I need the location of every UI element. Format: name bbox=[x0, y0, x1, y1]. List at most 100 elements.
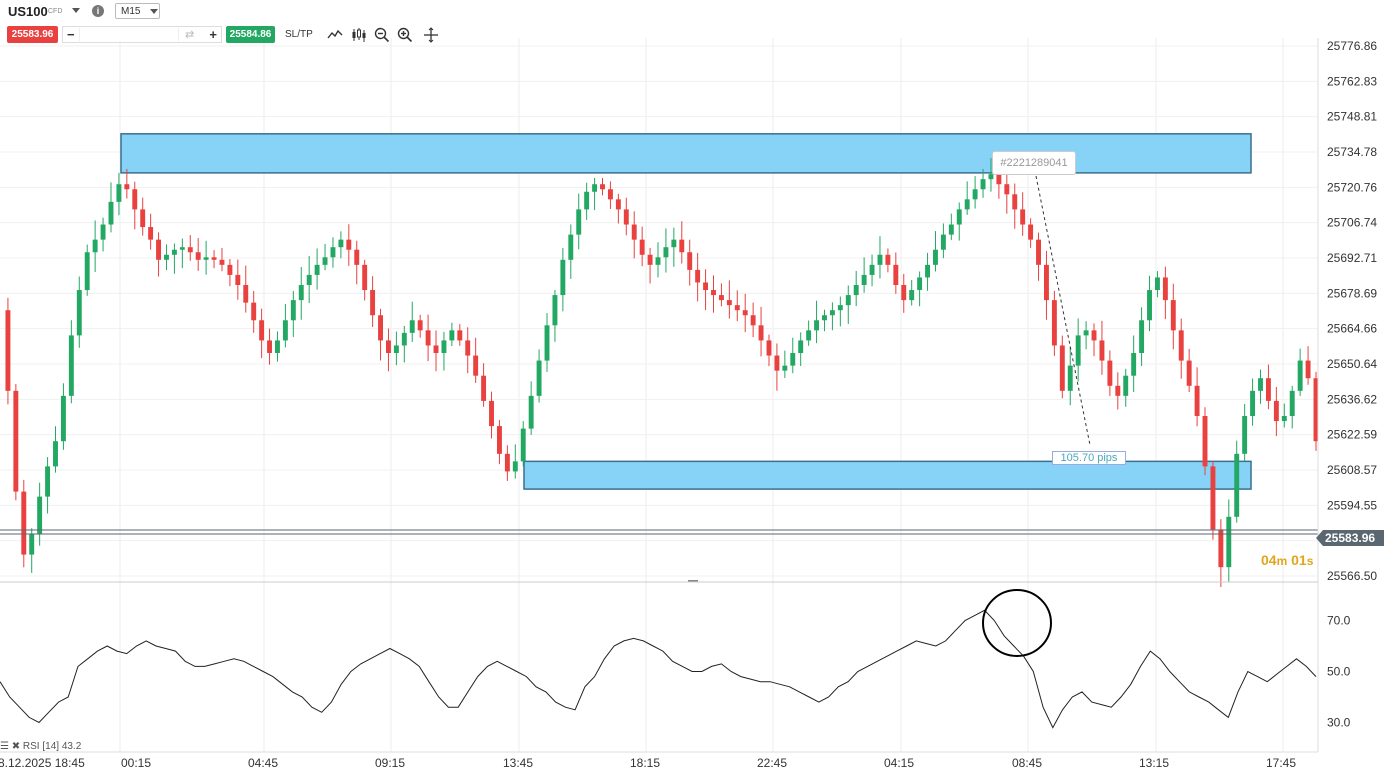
swap-icon[interactable]: ⇄ bbox=[185, 29, 195, 41]
candle-body bbox=[837, 305, 843, 311]
candle bbox=[1012, 183, 1018, 229]
candle-body bbox=[544, 325, 550, 361]
candle bbox=[187, 235, 193, 261]
candle-body bbox=[481, 375, 487, 401]
sltp-button[interactable]: SL/TP bbox=[285, 29, 313, 40]
candle bbox=[1186, 348, 1192, 393]
rsi-indicator-label[interactable]: ☰ ✖ RSI [14] 43.2 bbox=[0, 741, 82, 752]
candle-body bbox=[972, 189, 978, 200]
symbol-dropdown-icon[interactable] bbox=[72, 8, 80, 13]
candle bbox=[536, 349, 542, 403]
candle bbox=[623, 197, 629, 236]
candle bbox=[861, 257, 867, 293]
candle bbox=[988, 158, 994, 192]
candle bbox=[5, 297, 11, 405]
candle bbox=[512, 444, 518, 479]
candle-body bbox=[473, 355, 479, 376]
candle-body bbox=[925, 264, 930, 278]
time-axis-label: 13:45 bbox=[503, 756, 533, 770]
candle-body bbox=[1305, 360, 1311, 379]
symbol-name[interactable]: US100 bbox=[8, 4, 48, 19]
candle bbox=[100, 217, 106, 252]
candle-body bbox=[671, 239, 677, 248]
buy-button[interactable]: 25584.86 bbox=[226, 26, 275, 43]
time-axis-label: 13:15 bbox=[1139, 756, 1169, 770]
candle bbox=[401, 325, 407, 363]
candle-body bbox=[1107, 360, 1113, 386]
panel-resize-handle bbox=[688, 580, 698, 582]
candle bbox=[568, 224, 574, 279]
candle bbox=[615, 193, 621, 224]
candle bbox=[893, 252, 899, 294]
candle-body bbox=[504, 453, 510, 472]
candle bbox=[552, 289, 558, 342]
candle bbox=[275, 331, 280, 362]
increase-button[interactable]: + bbox=[209, 27, 217, 42]
candle bbox=[806, 320, 812, 346]
info-icon[interactable]: i bbox=[92, 5, 104, 17]
candle-body bbox=[1091, 330, 1097, 341]
price-axis-label: 25692.71 bbox=[1327, 251, 1377, 265]
candle bbox=[441, 331, 447, 371]
candle bbox=[1099, 320, 1105, 375]
candle-body bbox=[917, 277, 923, 291]
candle bbox=[1202, 407, 1208, 476]
candle-body bbox=[940, 234, 946, 250]
candle bbox=[227, 259, 233, 287]
candle-body bbox=[964, 199, 970, 210]
candle-body bbox=[449, 330, 455, 341]
zoom-in-icon[interactable] bbox=[396, 26, 414, 44]
candle-body bbox=[877, 254, 883, 265]
time-axis-label: 17:45 bbox=[1266, 756, 1296, 770]
price-axis-label: 25720.76 bbox=[1327, 180, 1377, 194]
candle-body bbox=[84, 252, 90, 291]
candle-body bbox=[1289, 390, 1295, 417]
candle bbox=[798, 332, 804, 367]
candle bbox=[671, 227, 677, 267]
candle-body bbox=[1186, 360, 1192, 386]
candle bbox=[1297, 348, 1303, 396]
candle bbox=[1139, 307, 1145, 367]
candle bbox=[156, 232, 162, 277]
candle-body bbox=[1099, 340, 1105, 361]
zoom-out-icon[interactable] bbox=[373, 26, 391, 44]
sell-button[interactable]: 25583.96 bbox=[7, 26, 58, 43]
symbol-toolbar: US100 CFD i M15 bbox=[0, 0, 1318, 22]
candle-body bbox=[956, 209, 962, 225]
pips-measurement-label: 105.70 pips bbox=[1052, 451, 1126, 465]
candle bbox=[164, 244, 169, 271]
candle-body bbox=[1258, 378, 1263, 391]
candle-body bbox=[1004, 184, 1010, 195]
candle-body bbox=[893, 264, 899, 285]
candle bbox=[346, 224, 352, 266]
timeframe-select[interactable]: M15 bbox=[115, 3, 160, 19]
candle bbox=[267, 328, 272, 365]
candle-body bbox=[909, 290, 915, 301]
candle bbox=[1242, 403, 1248, 462]
candle-body bbox=[401, 332, 407, 346]
price-axis-label: 25734.78 bbox=[1327, 145, 1377, 159]
candle-body bbox=[100, 224, 106, 240]
quantity-input[interactable] bbox=[79, 28, 179, 41]
candle bbox=[29, 528, 35, 573]
candle-body bbox=[179, 247, 185, 250]
candle bbox=[1107, 350, 1113, 396]
candle bbox=[45, 457, 51, 514]
candle bbox=[1210, 460, 1216, 540]
candle-body bbox=[520, 428, 526, 462]
candles-icon[interactable] bbox=[350, 26, 368, 44]
candle-body bbox=[1139, 320, 1145, 354]
candle bbox=[742, 293, 748, 333]
candle bbox=[758, 306, 764, 357]
line-chart-icon[interactable] bbox=[326, 26, 344, 44]
crosshair-icon[interactable] bbox=[422, 26, 440, 44]
candle-body bbox=[996, 174, 1002, 185]
price-axis-label: 25748.81 bbox=[1327, 110, 1377, 124]
candle-body bbox=[600, 184, 605, 190]
candle bbox=[1313, 371, 1319, 451]
candle bbox=[853, 270, 859, 307]
candle bbox=[1147, 275, 1152, 332]
decrease-button[interactable]: − bbox=[67, 27, 75, 42]
trade-id-tag[interactable]: #2221289041 bbox=[992, 151, 1076, 175]
